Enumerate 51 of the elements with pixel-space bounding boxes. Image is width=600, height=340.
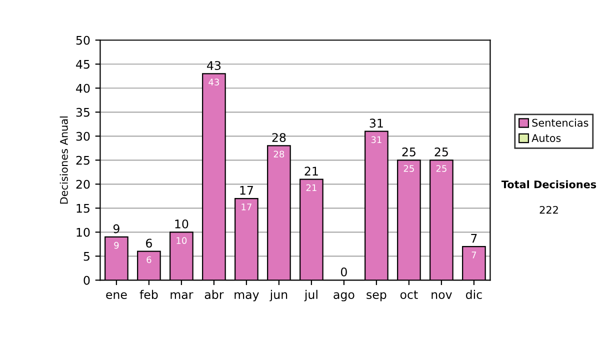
data-label: 43 xyxy=(208,78,219,86)
total-label: 17 xyxy=(240,186,253,195)
total-label: 25 xyxy=(434,147,448,156)
y-tick-label: 5 xyxy=(84,252,90,261)
total-label: 25 xyxy=(402,147,416,156)
data-label: 21 xyxy=(306,184,316,192)
total-label: 21 xyxy=(304,166,318,176)
x-tick-label: mar xyxy=(170,292,194,300)
x-tick-label: sep xyxy=(366,292,386,302)
total-label: 0 xyxy=(340,268,347,276)
data-label: 7 xyxy=(472,252,476,258)
total-label: 43 xyxy=(207,61,221,70)
x-tick-label: jun xyxy=(270,290,288,302)
data-label: 9 xyxy=(114,242,119,249)
y-tick-label: 45 xyxy=(76,60,90,69)
x-tick-label: oct xyxy=(400,290,418,300)
x-tick-label: dic xyxy=(466,290,482,300)
data-label: 17 xyxy=(242,204,252,210)
text: 222 xyxy=(540,206,558,214)
x-tick-label: feb xyxy=(140,290,158,300)
text: Total Decisiones xyxy=(501,180,596,188)
data-label: 6 xyxy=(146,256,152,264)
x-tick-label: abr xyxy=(204,290,224,300)
data-label: 28 xyxy=(274,150,284,158)
y-tick-label: 10 xyxy=(76,228,90,237)
x-tick-label: jul xyxy=(304,290,318,302)
total-label: 31 xyxy=(370,118,383,128)
y-tick-label: 30 xyxy=(76,132,90,141)
legend-label: Autos xyxy=(532,134,561,142)
x-tick-label: ene xyxy=(106,292,127,300)
data-label: 31 xyxy=(371,136,382,144)
y-tick-label: 20 xyxy=(76,180,90,189)
x-tick-label: nov xyxy=(432,292,452,300)
legend-label: Sentencias xyxy=(532,118,588,127)
total-label: 6 xyxy=(146,238,152,248)
y-tick-label: 50 xyxy=(76,36,90,45)
x-tick-label: may xyxy=(234,292,259,302)
y-tick-label: 0 xyxy=(84,276,90,285)
y-tick-label: 40 xyxy=(76,84,90,93)
total-label: 7 xyxy=(471,234,477,243)
y-axis-title: Decisiones Anual xyxy=(60,116,68,204)
total-label: 28 xyxy=(272,133,286,142)
y-tick-label: 35 xyxy=(76,108,90,117)
data-label: 25 xyxy=(404,165,414,172)
total-label: 9 xyxy=(113,224,120,234)
data-label: 25 xyxy=(436,165,446,172)
y-tick-label: 25 xyxy=(76,156,90,165)
data-label: 10 xyxy=(176,237,187,244)
total-label: 10 xyxy=(175,219,188,228)
x-tick-label: ago xyxy=(334,292,354,302)
y-tick-label: 15 xyxy=(76,204,90,213)
